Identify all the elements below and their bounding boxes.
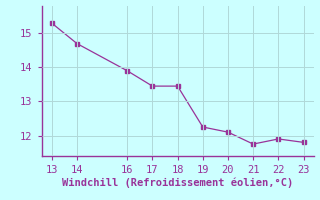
X-axis label: Windchill (Refroidissement éolien,°C): Windchill (Refroidissement éolien,°C) xyxy=(62,178,293,188)
